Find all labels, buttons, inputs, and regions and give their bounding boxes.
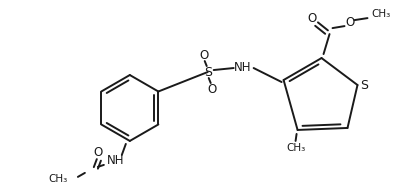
Text: S: S bbox=[361, 78, 369, 91]
Text: CH₃: CH₃ bbox=[49, 174, 68, 184]
Text: CH₃: CH₃ bbox=[371, 9, 391, 19]
Text: O: O bbox=[307, 12, 316, 25]
Text: O: O bbox=[199, 49, 208, 62]
Text: S: S bbox=[204, 66, 212, 79]
Text: O: O bbox=[207, 83, 216, 95]
Text: O: O bbox=[345, 16, 354, 29]
Text: NH: NH bbox=[234, 60, 251, 74]
Text: CH₃: CH₃ bbox=[286, 143, 305, 153]
Text: NH: NH bbox=[107, 154, 124, 167]
Text: O: O bbox=[93, 146, 102, 159]
